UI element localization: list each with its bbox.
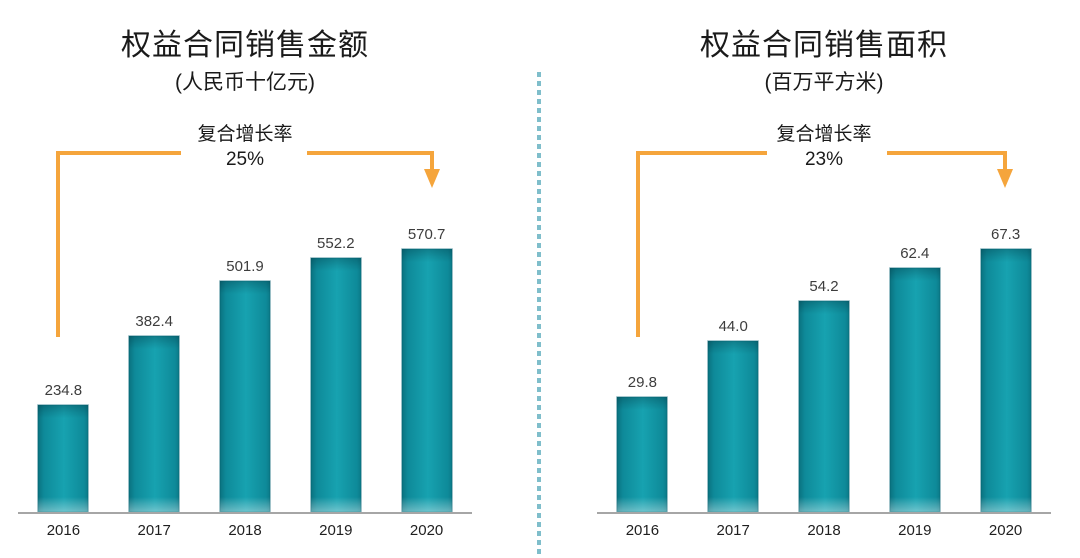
x-axis-tick-label: 2019 [319,522,353,539]
bar-value-label: 54.2 [809,278,839,295]
arrow-down-icon [424,169,440,188]
bar-value-label: 234.8 [44,382,83,399]
bar-value-label: 382.4 [135,313,173,330]
x-axis-tick-label: 2020 [409,522,444,539]
bar [219,280,271,513]
cagr-bracket-line [636,151,767,337]
bar [128,335,181,513]
chart-title: 权益合同销售面积 [700,29,948,62]
arrow-down-icon [997,169,1013,188]
cagr-value: 25% [225,149,265,170]
chart-panel: 权益合同销售面积 (百万平方米) 复合增长率 23% 29.8 2016 44.0 2017 5… [540,0,1080,558]
x-axis-tick-label: 2016 [46,522,81,539]
x-axis-tick-label: 2020 [988,522,1023,539]
cagr-value: 23% [804,149,844,170]
cagr-bracket-line [887,151,1007,171]
x-axis-line [597,512,1051,514]
bar-value-label: 62.4 [900,245,930,262]
x-axis-tick-label: 2018 [807,522,841,539]
x-axis-tick-label: 2017 [716,522,750,539]
panel-divider [537,72,541,558]
bar [400,248,453,513]
bar-value-label: 552.2 [317,235,355,252]
bar-value-label: 29.8 [627,374,657,391]
bar [979,248,1032,513]
x-axis-tick-label: 2019 [898,522,932,539]
bar [309,257,362,513]
x-axis-line [18,512,472,514]
x-axis-tick-label: 2016 [625,522,660,539]
cagr-bracket-line [56,151,181,337]
cagr-label: 复合增长率 [776,124,872,145]
bar-value-label: 570.7 [407,226,446,243]
cagr-label: 复合增长率 [197,124,293,145]
chart-subtitle: (百万平方米) [764,71,884,94]
bar-value-label: 44.0 [718,318,748,335]
bar [616,396,669,513]
chart-subtitle: (人民币十亿元) [175,71,315,94]
bar [888,267,941,513]
chart-panel: 权益合同销售金额 (人民币十亿元) 复合增长率 25% 234.8 2016 382.4 20… [18,29,472,539]
bar [798,300,850,513]
x-axis-tick-label: 2017 [137,522,171,539]
x-axis-tick-label: 2018 [228,522,262,539]
bar-value-label: 67.3 [990,226,1021,243]
chart-title: 权益合同销售金额 [121,29,369,62]
cagr-bracket-line [307,151,434,171]
bar [37,404,90,513]
bar [707,340,760,513]
bar-value-label: 501.9 [226,258,264,275]
